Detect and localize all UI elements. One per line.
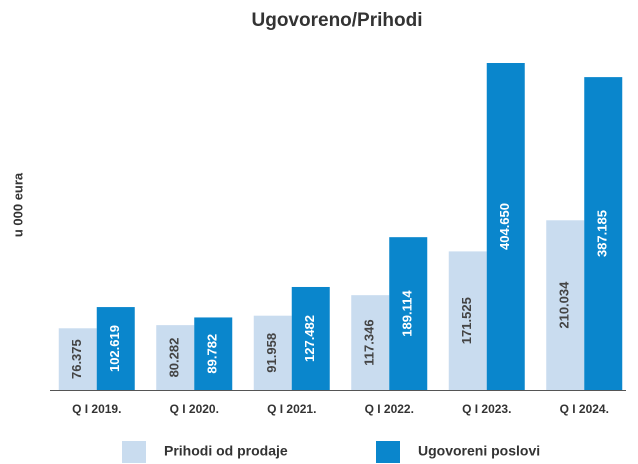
bar — [546, 220, 585, 390]
data-label: 127.482 — [302, 315, 317, 362]
data-label: 387.185 — [595, 210, 610, 257]
data-label: 89.782 — [205, 334, 220, 374]
data-label: 102.619 — [107, 325, 122, 372]
legend-swatch — [376, 441, 400, 463]
bar — [253, 315, 292, 390]
x-tick-label: Q I 2022. — [365, 402, 414, 416]
x-tick-label: Q I 2024. — [560, 402, 609, 416]
legend-swatch — [122, 441, 146, 463]
x-tick-label: Q I 2023. — [462, 402, 511, 416]
data-label: 80.282 — [167, 338, 182, 378]
data-label: 189.114 — [400, 290, 415, 337]
bar — [448, 251, 487, 390]
x-tick-label: Q I 2019. — [72, 402, 121, 416]
bar — [194, 317, 233, 390]
data-label: 117.346 — [362, 319, 377, 365]
bar — [96, 307, 135, 390]
data-label: 76.375 — [69, 339, 84, 379]
data-label: 404.650 — [497, 203, 512, 250]
data-label: 210.034 — [557, 281, 572, 329]
bar — [58, 328, 97, 390]
bar — [486, 63, 525, 390]
data-label: 91.958 — [264, 333, 279, 373]
bar — [351, 295, 390, 390]
y-axis-label: u 000 eura — [10, 172, 25, 237]
legend-label: Ugovoreni poslovi — [418, 443, 540, 459]
bar — [389, 237, 428, 390]
data-label: 171.525 — [459, 297, 474, 344]
x-tick-label: Q I 2021. — [267, 402, 316, 416]
chart-title: Ugovoreno/Prihodi — [252, 10, 423, 31]
bar — [584, 77, 623, 391]
x-tick-label: Q I 2020. — [170, 402, 219, 416]
bar — [156, 325, 195, 390]
bar — [291, 286, 330, 390]
legend-label: Prihodi od prodaje — [164, 443, 288, 459]
